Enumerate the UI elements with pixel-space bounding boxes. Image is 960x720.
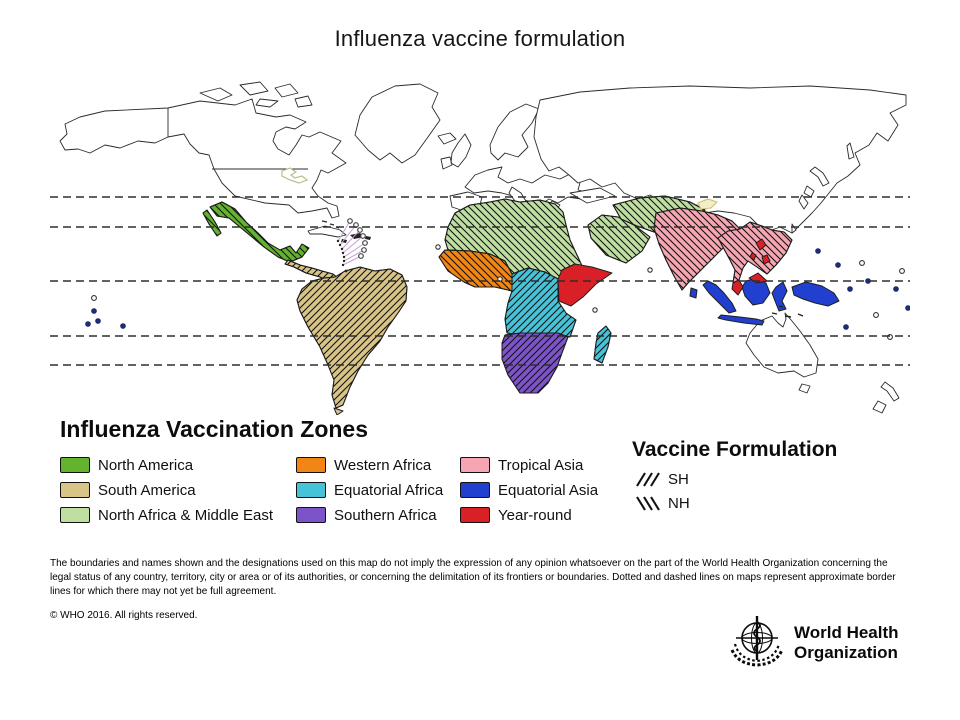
pacific-island-dots xyxy=(85,244,917,340)
map-region-greenland xyxy=(354,83,441,164)
disclaimer-text: The boundaries and names shown and the d… xyxy=(50,558,896,598)
legend-item-southern-africa: Southern Africa xyxy=(296,506,437,524)
latitude-lines xyxy=(50,196,910,366)
legend-label: Equatorial Africa xyxy=(334,481,444,499)
legend-label: Southern Africa xyxy=(334,506,437,524)
who-logo: World Health Organization xyxy=(726,614,899,672)
zone-north-america xyxy=(202,201,310,263)
legend-label: North America xyxy=(98,456,194,474)
map-region-asia xyxy=(533,85,907,234)
map-region-australia xyxy=(745,312,819,378)
map-region-north-america xyxy=(59,98,347,219)
great-lakes xyxy=(281,167,309,184)
swatch-north-africa-middle-east xyxy=(60,507,90,523)
world-map xyxy=(50,75,917,416)
swatch-tropical-asia xyxy=(460,457,490,473)
legend-item-equatorial-asia: Equatorial Asia xyxy=(460,481,598,499)
legend-item-south-america: South America xyxy=(60,481,196,499)
vaccination-zones xyxy=(202,195,840,416)
zone-southern-africa xyxy=(501,332,569,394)
formulation-item-nh: NH xyxy=(634,495,690,512)
legend-item-year-round: Year-round xyxy=(460,506,572,524)
legend-item-western-africa: Western Africa xyxy=(296,456,431,474)
page-title: Influenza vaccine formulation xyxy=(334,26,626,51)
formulation-label-nh: NH xyxy=(668,495,690,512)
swatch-year-round xyxy=(460,507,490,523)
swatch-equatorial-africa xyxy=(296,482,326,498)
zone-equatorial-asia xyxy=(689,277,840,326)
legend-label: Western Africa xyxy=(334,456,432,474)
formulation-item-sh: SH xyxy=(634,471,689,488)
formulation-legend-heading: Vaccine Formulation xyxy=(632,438,838,461)
map-region-new-zealand xyxy=(872,381,900,414)
zones-legend-heading: Influenza Vaccination Zones xyxy=(60,416,369,442)
who-logo-line1: World Health xyxy=(794,623,899,642)
caribbean-islands xyxy=(336,218,371,273)
who-logo-text: World Health Organization xyxy=(794,623,899,663)
map-region-disputed xyxy=(697,198,718,210)
zone-south-america xyxy=(284,259,408,416)
world-map-svg xyxy=(50,81,917,416)
legend-label: South America xyxy=(98,481,196,499)
swatch-southern-africa xyxy=(296,507,326,523)
swatch-western-africa xyxy=(296,457,326,473)
zone-year-round-africa xyxy=(557,263,613,307)
swatch-equatorial-asia xyxy=(460,482,490,498)
legend-item-north-america: North America xyxy=(60,456,193,474)
legend-label: Equatorial Asia xyxy=(498,481,599,499)
sh-hatch-icon xyxy=(636,472,660,487)
who-emblem-icon xyxy=(730,616,784,667)
who-logo-line2: Organization xyxy=(794,643,898,662)
legend-item-equatorial-africa: Equatorial Africa xyxy=(296,481,443,499)
copyright-text: © WHO 2016. All rights reserved. xyxy=(50,610,198,621)
legend-label: Year-round xyxy=(498,506,572,524)
nh-hatch-icon xyxy=(636,496,660,511)
swatch-south-america xyxy=(60,482,90,498)
legend-item-tropical-asia: Tropical Asia xyxy=(460,456,583,474)
formulation-label-sh: SH xyxy=(668,471,689,488)
legend-item-north-africa-middle-east: North Africa & Middle East xyxy=(60,506,273,524)
swatch-north-america xyxy=(60,457,90,473)
legend-label: North Africa & Middle East xyxy=(98,506,274,524)
map-landmass-outlines xyxy=(59,81,907,414)
legend-label: Tropical Asia xyxy=(498,456,584,474)
map-region-europe xyxy=(440,133,472,170)
small-islands xyxy=(771,305,804,318)
